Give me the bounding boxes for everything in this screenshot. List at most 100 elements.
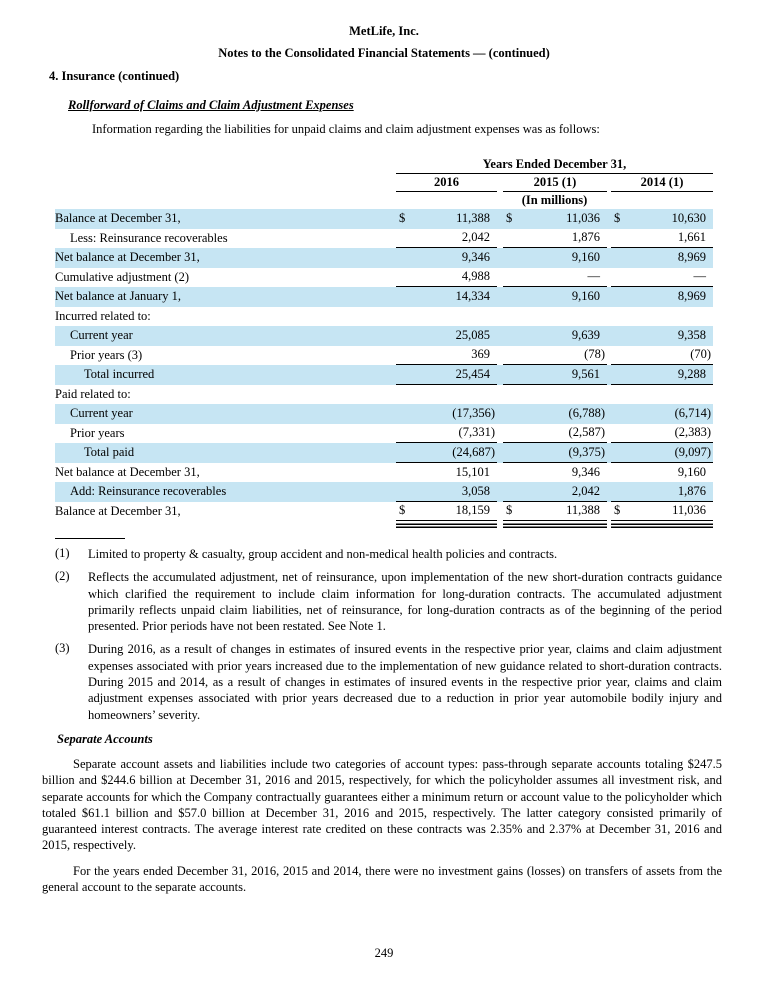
- cell: 9,160: [607, 463, 713, 483]
- row-label: Incurred related to:: [55, 308, 151, 323]
- cell: 9,160: [497, 248, 607, 268]
- cell-value: 1,876: [677, 483, 707, 498]
- cell-value: 15,101: [455, 464, 490, 479]
- table-row: Net balance at December 31, 9,346 9,160 8,9…: [55, 248, 714, 268]
- cell: (2,383): [607, 424, 714, 443]
- cell: (9,375): [497, 443, 607, 463]
- cell-value: 10,630: [671, 211, 707, 226]
- cell: 1,876: [497, 229, 607, 248]
- cell-value: 2,042: [461, 230, 490, 245]
- intro-paragraph: Information regarding the liabilities fo…: [92, 122, 600, 136]
- table-row: Current year 25,085 9,639 9,358: [55, 326, 714, 346]
- currency-symbol: $: [506, 503, 513, 518]
- cell-value: (17,356): [452, 406, 495, 421]
- cell-value: 11,036: [566, 211, 600, 226]
- years-ended-header: Years Ended December 31,: [396, 157, 714, 174]
- footnote-text: Limited to property & casualty, group ac…: [88, 547, 558, 561]
- table-row: Less: Reinsurance recoverables 2,042 1,876…: [55, 229, 714, 248]
- cell-value: 1,876: [571, 230, 600, 245]
- cell-value: (6,714): [674, 406, 712, 421]
- cell-value: (7,331): [458, 425, 495, 440]
- cell-value: (9,097): [674, 444, 712, 459]
- cell-value: 4,988: [461, 269, 490, 284]
- cell-value: —: [693, 269, 707, 284]
- currency-symbol: $: [399, 211, 406, 226]
- cell: 9,639: [497, 326, 607, 346]
- page-number: 249: [374, 946, 394, 960]
- cell-value: 9,358: [677, 328, 707, 343]
- row-label: Current year: [70, 406, 133, 421]
- cell: $18,159: [396, 502, 497, 521]
- cell-value: (2,587): [568, 425, 605, 440]
- table-row: Cumulative adjustment (2) 4,988 — —: [55, 268, 714, 287]
- cell-value: 369: [471, 347, 490, 362]
- cell-value: 11,388: [456, 211, 490, 226]
- cell: 15,101: [396, 463, 497, 483]
- row-label: Total incurred: [84, 367, 155, 382]
- separate-accounts-paragraph-2: For the years ended December 31, 2016, 2…: [42, 863, 722, 895]
- cell-value: 2,042: [571, 483, 600, 498]
- row-label: Net balance at December 31,: [55, 250, 200, 265]
- row-label: Prior years: [70, 425, 125, 440]
- cell: [607, 307, 713, 327]
- row-label: Balance at December 31,: [55, 503, 181, 518]
- cell-value: 8,969: [677, 289, 707, 304]
- claims-table-body: Balance at December 31, $11,388 $11,036 $10…: [55, 209, 714, 521]
- separate-accounts-paragraph-1: Separate account assets and liabilities …: [42, 756, 722, 853]
- cell: 1,661: [607, 229, 714, 248]
- cell: (6,714): [607, 404, 713, 424]
- table-row: Current year (17,356) (6,788) (6,714): [55, 404, 714, 424]
- cell-value: 9,288: [677, 366, 707, 381]
- cell: 8,969: [607, 248, 713, 268]
- cell: 1,876: [607, 482, 714, 502]
- currency-symbol: $: [614, 211, 621, 226]
- footnote-marker: (2): [55, 569, 70, 584]
- claims-rollforward-table: Years Ended December 31, 2016 2015 (1) 2…: [55, 157, 714, 521]
- row-label: Total paid: [84, 445, 135, 460]
- cell-value: 9,160: [571, 289, 600, 304]
- cell: 14,334: [396, 287, 497, 307]
- table-row: Balance at December 31, $11,388 $11,036 $10…: [55, 209, 714, 229]
- section-heading: 4. Insurance (continued): [49, 69, 180, 83]
- cell: 9,160: [497, 287, 607, 307]
- table-row: Net balance at December 31, 15,101 9,346 9,…: [55, 463, 713, 483]
- row-label: Prior years (3): [70, 347, 143, 362]
- row-label: Balance at December 31,: [55, 211, 181, 226]
- row-label: Net balance at December 31,: [55, 464, 200, 479]
- cell-value: 14,334: [455, 289, 490, 304]
- table-row: Incurred related to:: [55, 307, 713, 327]
- footnote-2: (2) Reflects the accumulated adjustment,…: [55, 569, 722, 634]
- footnote-1: (1) Limited to property & casualty, grou…: [55, 546, 722, 562]
- table-units-row: (In millions): [55, 192, 713, 209]
- cell-value: 3,058: [461, 483, 490, 498]
- cell: 2,042: [497, 482, 607, 502]
- footnote-marker: (1): [55, 546, 70, 560]
- cell: 9,358: [607, 326, 713, 346]
- company-name: MetLife, Inc.: [349, 24, 419, 38]
- row-label: Less: Reinsurance recoverables: [70, 230, 228, 245]
- footnote-3: (3) During 2016, as a result of changes …: [55, 641, 722, 722]
- footnote-text: During 2016, as a result of changes in e…: [88, 642, 722, 722]
- cell-value: (2,383): [674, 425, 712, 440]
- cell: $11,388: [497, 502, 607, 521]
- cell-value: 25,085: [455, 328, 490, 343]
- cell: $11,036: [607, 502, 714, 521]
- subsection-heading: Rollforward of Claims and Claim Adjustme…: [68, 98, 354, 112]
- cell: (17,356): [396, 404, 497, 424]
- cell: 369: [396, 346, 497, 365]
- cell-value: 9,639: [571, 328, 600, 343]
- document-title: Notes to the Consolidated Financial Stat…: [218, 46, 550, 60]
- table-row: Net balance at January 1, 14,334 9,160 8,96…: [55, 287, 714, 307]
- cell: —: [497, 268, 607, 287]
- col-header-2014: 2014 (1): [640, 175, 684, 189]
- row-label: Paid related to:: [55, 386, 131, 401]
- cell-value: (9,375): [568, 444, 605, 459]
- cell-value: 11,036: [672, 503, 707, 518]
- cell: 25,085: [396, 326, 497, 346]
- cell-value: (24,687): [452, 444, 495, 459]
- cell: (6,788): [497, 404, 607, 424]
- currency-symbol: $: [399, 503, 406, 518]
- cell: (2,587): [497, 424, 607, 443]
- cell: [396, 307, 497, 327]
